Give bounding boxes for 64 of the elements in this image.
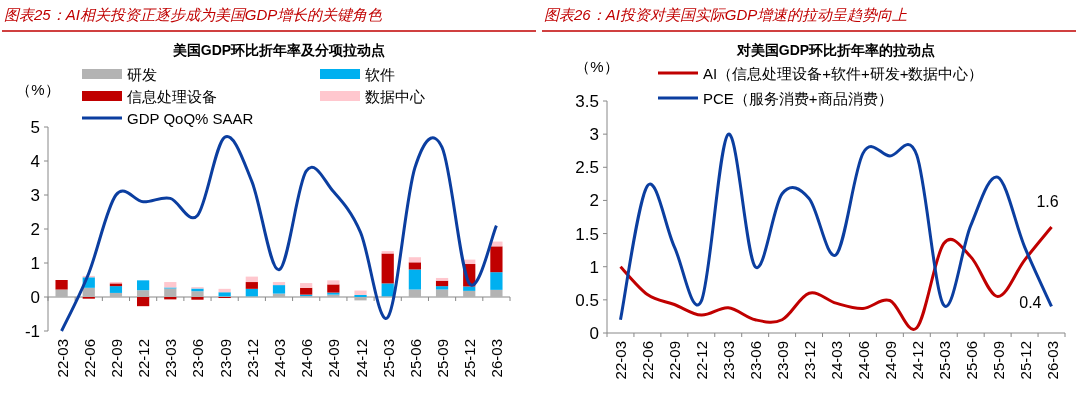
y-tick-label: 5 [30, 118, 40, 137]
x-tick-label: 24-12 [908, 341, 926, 380]
x-tick-label: 25-03 [379, 339, 397, 378]
title: 图表25：AI相关投资正逐步成为美国GDP增长的关键角色 [4, 6, 383, 23]
y-tick-label: 1 [589, 257, 599, 277]
y-tick-label: 2.5 [575, 158, 599, 178]
y-tick-label: 1 [30, 254, 40, 273]
chart-subtitle: 对美国GDP环比折年率的拉动点 [735, 42, 936, 58]
x-tick-label: 23-09 [216, 339, 234, 378]
x-tick-label: 22-09 [666, 341, 684, 380]
y-tick-label: 1.5 [575, 224, 599, 244]
x-tick-label: 22-03 [612, 341, 630, 380]
y-tick-label: 2 [589, 191, 599, 211]
x-tick-label: 24-09 [325, 339, 343, 378]
x-tick-label: 24-09 [881, 341, 899, 380]
x-tick-label: 23-09 [774, 341, 792, 380]
legend-label: GDP QoQ% SAAR [127, 110, 254, 127]
x-tick-label: 22-12 [135, 339, 153, 378]
x-tick-label: 22-12 [693, 341, 711, 380]
legend-label: 研发 [127, 66, 157, 83]
x-tick-label: 24-03 [271, 339, 288, 378]
y-tick-label: 0.5 [575, 290, 599, 310]
title: 图表26：AI投资对美国实际GDP增速的拉动呈趋势向上 [544, 6, 908, 23]
legend-label: 数据中心 [365, 88, 425, 105]
y-tick-label: 3 [589, 125, 599, 145]
y-tick-label: -1 [24, 322, 40, 341]
y-axis-title: （%） [575, 58, 619, 75]
x-tick-label: 25-09 [434, 339, 452, 378]
y-tick-label: 4 [30, 152, 40, 171]
x-tick-label: 23-12 [801, 341, 819, 380]
x-tick-label: 24-03 [828, 341, 845, 380]
x-tick-label: 25-03 [935, 341, 953, 380]
x-tick-label: 23-06 [189, 339, 207, 378]
x-tick-label: 25-06 [406, 339, 424, 378]
y-tick-label: 0 [589, 324, 599, 343]
x-tick-label: 22-06 [80, 339, 98, 378]
data-label: 1.6 [1036, 192, 1059, 210]
y-tick-label: 3 [30, 186, 40, 205]
x-tick-label: 23-03 [720, 341, 738, 380]
x-tick-label: 25-12 [461, 339, 479, 378]
x-tick-label: 25-12 [1016, 341, 1034, 380]
x-tick-label: 22-06 [639, 341, 657, 380]
x-tick-label: 23-12 [243, 339, 261, 378]
legend-label: 软件 [365, 66, 395, 83]
y-axis-title: （%） [16, 81, 60, 98]
x-tick-label: 25-09 [989, 341, 1007, 380]
chart-subtitle: 美国GDP环比折年率及分项拉动点 [171, 42, 386, 58]
legend-label: 信息处理设备 [127, 88, 217, 105]
legend-label: PCE（服务消费+商品消费） [703, 90, 893, 107]
x-tick-label: 26-03 [488, 339, 506, 378]
y-tick-label: 0 [30, 288, 40, 307]
x-tick-label: 24-12 [352, 339, 370, 378]
legend-label: AI（信息处理设备+软件+研发+数据中心） [703, 65, 984, 82]
x-tick-label: 25-06 [962, 341, 980, 380]
x-tick-label: 23-03 [162, 339, 180, 378]
x-tick-label: 23-06 [747, 341, 765, 380]
y-tick-label: 2 [30, 220, 40, 239]
x-tick-label: 24-06 [298, 339, 316, 378]
x-tick-label: 24-06 [854, 341, 872, 380]
x-tick-label: 22-03 [53, 339, 71, 378]
x-tick-label: 26-03 [1043, 341, 1061, 380]
x-tick-label: 22-09 [107, 339, 125, 378]
data-label: 0.4 [1019, 294, 1042, 312]
y-tick-label: 3.5 [575, 92, 599, 111]
